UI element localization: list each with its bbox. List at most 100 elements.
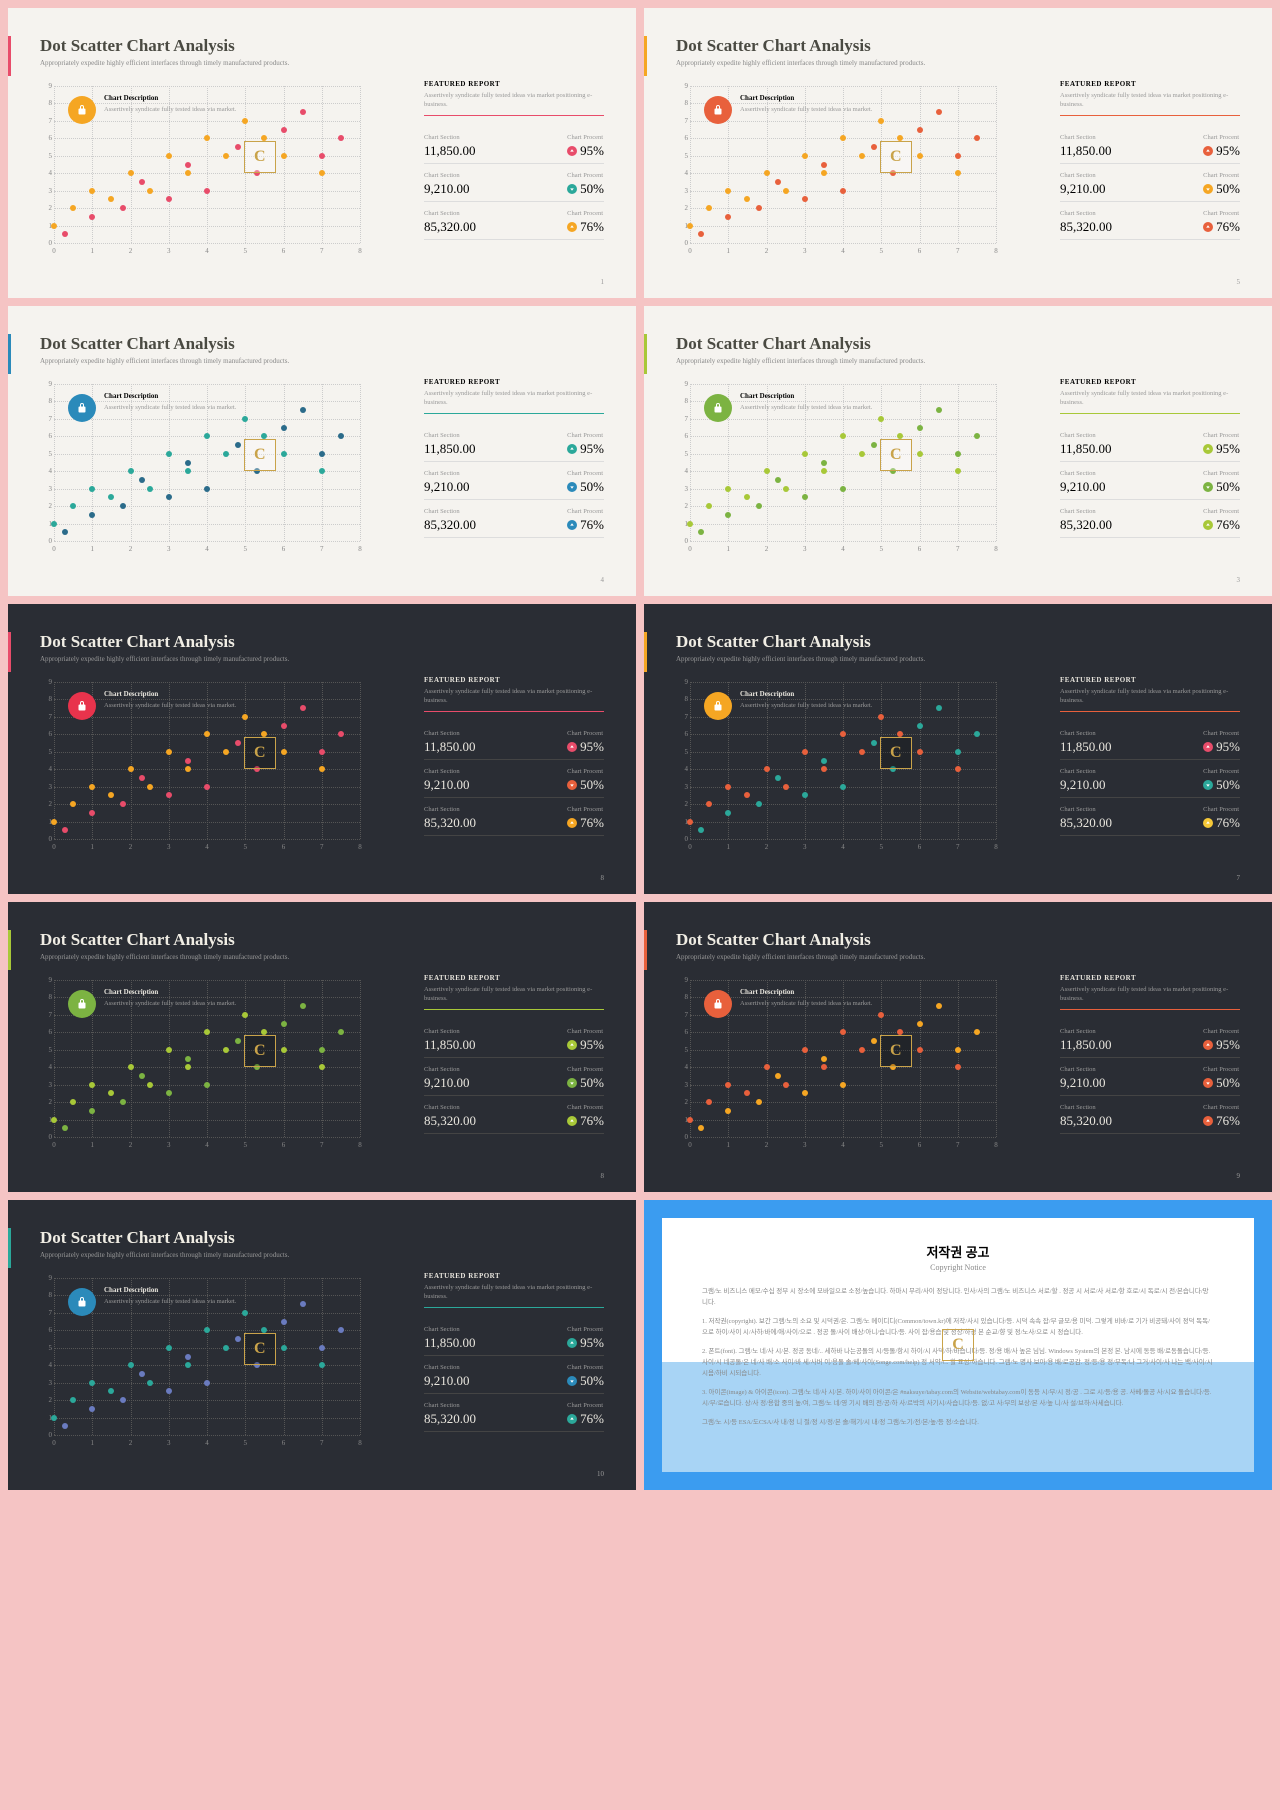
data-point [204,1029,210,1035]
x-tick: 6 [282,843,286,851]
data-point [783,1082,789,1088]
x-tick: 7 [956,545,960,553]
x-tick: 1 [91,843,95,851]
data-point [185,162,191,168]
data-point [147,486,153,492]
stat-value: 85,320.00 [424,517,476,533]
accent-bar [8,36,11,76]
y-tick: 5 [49,1344,53,1352]
y-tick: 5 [49,748,53,756]
data-point [319,153,325,159]
data-point [878,1012,884,1018]
stats-panel: FEATURED REPORT Assertively syndicate fu… [424,1272,604,1432]
stat-value: 9,210.00 [424,1373,470,1389]
data-point [223,749,229,755]
gridline [54,1435,360,1436]
stat-value: 85,320.00 [1060,517,1112,533]
stat-label: Chart Section [1060,1066,1106,1073]
data-point [917,153,923,159]
data-point [70,801,76,807]
data-point [871,1038,877,1044]
data-point [821,758,827,764]
y-tick: 8 [685,397,689,405]
x-tick: 3 [803,247,807,255]
data-point [917,127,923,133]
x-tick: 6 [282,1439,286,1447]
x-tick: 8 [358,247,362,255]
data-point [70,1397,76,1403]
stat-value: 11,850.00 [424,143,476,159]
y-tick: 7 [49,1011,53,1019]
stat-label: Chart Section [1060,470,1106,477]
y-tick: 2 [685,1098,689,1106]
data-point [955,468,961,474]
x-tick: 7 [956,843,960,851]
gridline-v [322,980,323,1137]
x-tick: 4 [205,545,209,553]
x-tick: 7 [320,1141,324,1149]
data-point [139,1371,145,1377]
gridline-v [360,384,361,541]
featured-label: FEATURED REPORT [1060,974,1240,982]
underline [424,1307,604,1308]
stat-value: 9,210.00 [424,1075,470,1091]
data-point [783,188,789,194]
data-point [281,451,287,457]
featured-label: FEATURED REPORT [424,1272,604,1280]
data-point [775,1073,781,1079]
stat-row: Chart Section9,210.00 Chart Procent50% [424,1058,604,1096]
slide-subtitle: Appropriately expedite highly efficient … [40,59,604,67]
data-point [706,1099,712,1105]
slide-subtitle: Appropriately expedite highly efficient … [40,357,604,365]
gridline-v [54,1278,55,1435]
trend-icon [1203,222,1213,232]
underline [1060,711,1240,712]
stat-percent: 50% [567,1373,604,1389]
lock-icon [68,394,96,422]
data-point [698,827,704,833]
data-point [687,1117,693,1123]
data-point [802,1047,808,1053]
y-tick: 9 [49,678,53,686]
data-point [338,1327,344,1333]
chart-description: Chart Description Assertively syndicate … [104,1286,236,1306]
data-point [62,529,68,535]
chart-description: Chart Description Assertively syndicate … [104,94,236,114]
data-point [242,416,248,422]
stat-row: Chart Section9,210.00 Chart Procent50% [424,462,604,500]
stat-row: Chart Section11,850.00 Chart Procent95% [1060,1020,1240,1058]
y-tick: 8 [685,993,689,1001]
x-tick: 2 [765,843,769,851]
data-point [185,460,191,466]
stat-row: Chart Section9,210.00 Chart Procent50% [1060,462,1240,500]
gridline-v [690,682,691,839]
x-tick: 2 [129,1439,133,1447]
data-point [204,1082,210,1088]
y-tick: 8 [49,99,53,107]
y-tick: 4 [685,467,689,475]
trend-icon [567,1040,577,1050]
stat-percent: 95% [1203,441,1240,457]
gridline [54,1137,360,1138]
y-tick: 3 [685,783,689,791]
stat-row: Chart Section85,320.00 Chart Procent76% [424,798,604,836]
y-tick: 2 [49,502,53,510]
x-tick: 7 [320,843,324,851]
trend-icon [1203,742,1213,752]
data-point [871,442,877,448]
featured-label: FEATURED REPORT [424,80,604,88]
data-point [725,1082,731,1088]
accent-bar [644,334,647,374]
data-point [120,503,126,509]
gridline-v [54,980,55,1137]
x-tick: 6 [282,1141,286,1149]
data-point [878,714,884,720]
y-tick: 8 [49,993,53,1001]
page-number: 5 [1237,278,1241,286]
y-tick: 4 [49,1361,53,1369]
data-point [128,766,134,772]
featured-sub: Assertively syndicate fully tested ideas… [424,1283,604,1301]
data-point [840,731,846,737]
data-point [955,766,961,772]
data-point [166,1047,172,1053]
